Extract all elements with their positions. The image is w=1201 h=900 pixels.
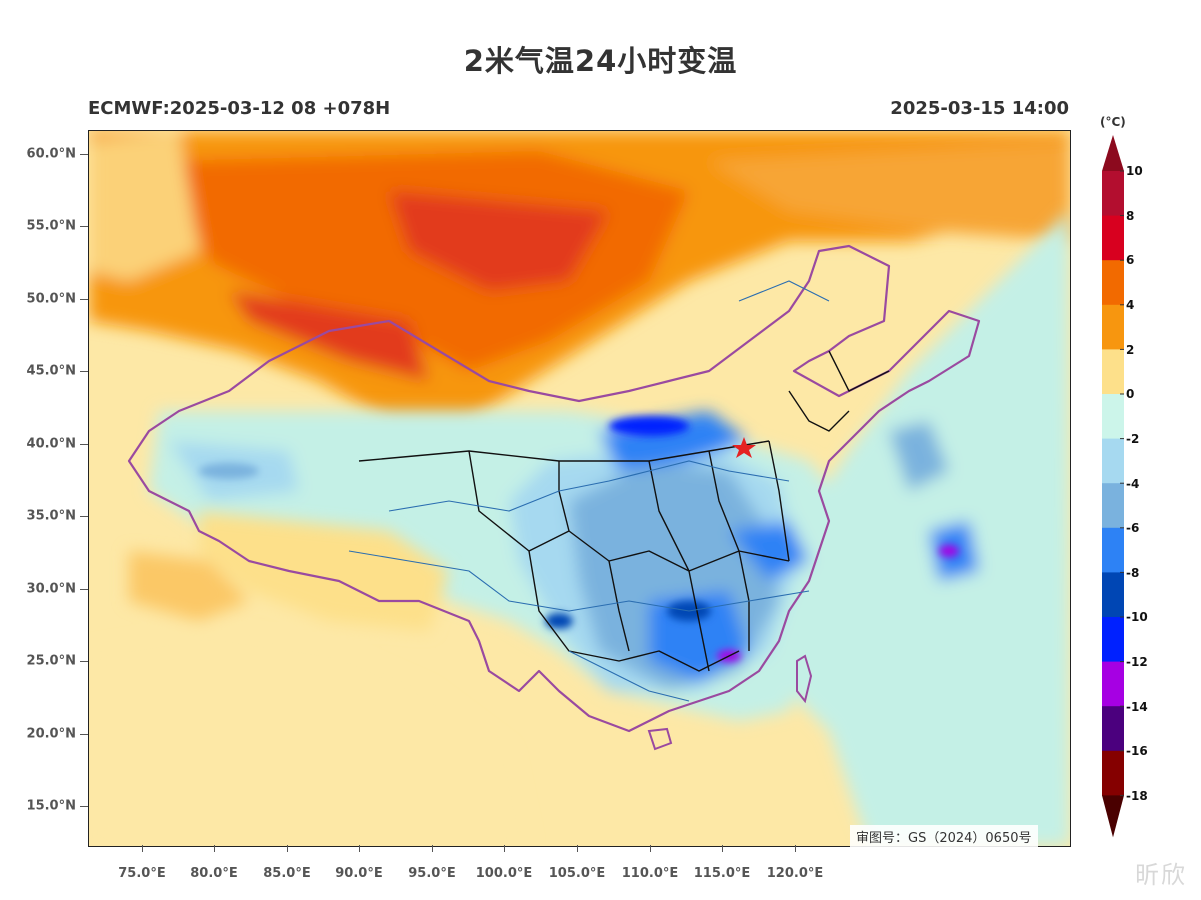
lat-label: 45.0°N — [26, 363, 76, 379]
lon-label: 80.0°E — [190, 866, 238, 881]
lon-tick — [359, 845, 360, 852]
rivers — [348, 280, 830, 702]
colorbar-segment — [1102, 215, 1124, 261]
colorbar-segment — [1102, 483, 1124, 529]
colorbar-label: 10 — [1126, 164, 1143, 178]
model-run-label: ECMWF:2025-03-12 08 +078H — [88, 98, 391, 119]
colorbar — [1102, 135, 1124, 838]
colorbar-label: -16 — [1126, 744, 1148, 758]
lon-label: 105.0°E — [548, 866, 606, 881]
taiwan-island — [796, 654, 813, 704]
colorbar-unit: (°C) — [1100, 115, 1126, 129]
colorbar-segment — [1102, 260, 1124, 306]
map-panel[interactable] — [88, 130, 1071, 847]
lon-label: 115.0°E — [693, 866, 751, 881]
beijing-star-icon — [732, 437, 756, 458]
colorbar-label: -14 — [1126, 700, 1148, 714]
lon-tick — [214, 845, 215, 852]
lon-tick — [287, 845, 288, 852]
colorbar-label: -4 — [1126, 477, 1140, 491]
lat-tick — [80, 806, 88, 807]
colorbar-label: 4 — [1126, 298, 1135, 312]
colorbar-label: 8 — [1126, 209, 1135, 223]
lat-label: 50.0°N — [26, 291, 76, 307]
lon-label: 85.0°E — [263, 866, 311, 881]
colorbar-label: -12 — [1126, 655, 1148, 669]
national-border — [127, 244, 981, 733]
lat-tick — [80, 154, 88, 155]
lon-tick — [432, 845, 433, 852]
colorbar-segment — [1102, 438, 1124, 484]
lat-tick — [80, 516, 88, 517]
lat-label: 20.0°N — [26, 726, 76, 742]
colorbar-segment — [1102, 304, 1124, 350]
colorbar-top-cap — [1102, 135, 1124, 171]
lon-label: 75.0°E — [118, 866, 166, 881]
lat-label: 60.0°N — [26, 146, 76, 162]
colorbar-label: -18 — [1126, 789, 1148, 803]
lat-label: 25.0°N — [26, 653, 76, 669]
colorbar-segment — [1102, 617, 1124, 663]
lon-tick — [142, 845, 143, 852]
valid-time-label: 2025-03-15 14:00 — [890, 98, 1069, 119]
lat-tick — [80, 299, 88, 300]
lat-label: 15.0°N — [26, 798, 76, 814]
lat-label: 40.0°N — [26, 436, 76, 452]
colorbar-segment — [1102, 661, 1124, 707]
lon-tick — [650, 845, 651, 852]
lat-label: 55.0°N — [26, 218, 76, 234]
colorbar-label: -10 — [1126, 610, 1148, 624]
colorbar-label: 2 — [1126, 343, 1135, 357]
colorbar-segment — [1102, 171, 1124, 217]
lon-label: 110.0°E — [621, 866, 679, 881]
colorbar-segment — [1102, 349, 1124, 395]
colorbar-segment — [1102, 527, 1124, 573]
lat-tick — [80, 589, 88, 590]
colorbar-segment — [1102, 750, 1124, 796]
colorbar-label: -8 — [1126, 566, 1140, 580]
lat-label: 30.0°N — [26, 581, 76, 597]
colorbar-segment — [1102, 706, 1124, 752]
warm-anomaly-north — [89, 131, 1070, 421]
hainan-island — [647, 727, 673, 751]
province-borders — [358, 350, 890, 672]
colorbar-label: -2 — [1126, 432, 1140, 446]
lon-label: 90.0°E — [335, 866, 383, 881]
colorbar-label: 6 — [1126, 253, 1135, 267]
colorbar-segment — [1102, 572, 1124, 618]
lon-label: 120.0°E — [766, 866, 824, 881]
lat-tick — [80, 661, 88, 662]
lat-tick — [80, 444, 88, 445]
map-review-number: 审图号：GS（2024）0650号 — [850, 825, 1038, 848]
colorbar-segment — [1102, 394, 1124, 440]
lon-tick — [504, 845, 505, 852]
colorbar-label: 0 — [1126, 387, 1135, 401]
lon-label: 95.0°E — [408, 866, 456, 881]
lat-label: 35.0°N — [26, 508, 76, 524]
lat-tick — [80, 226, 88, 227]
colorbar-label: -6 — [1126, 521, 1140, 535]
lat-tick — [80, 734, 88, 735]
lon-tick — [577, 845, 578, 852]
colorbar-bottom-cap — [1102, 795, 1124, 838]
lat-tick — [80, 371, 88, 372]
lon-tick — [795, 845, 796, 852]
temperature-change-map — [89, 131, 1070, 846]
weibo-watermark: 昕欣 — [1135, 861, 1187, 889]
chart-title: 2米气温24小时变温 — [463, 44, 738, 78]
lon-label: 100.0°E — [475, 866, 533, 881]
lon-tick — [722, 845, 723, 852]
